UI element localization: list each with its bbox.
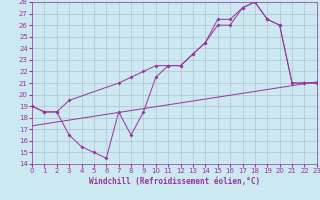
X-axis label: Windchill (Refroidissement éolien,°C): Windchill (Refroidissement éolien,°C) (89, 177, 260, 186)
